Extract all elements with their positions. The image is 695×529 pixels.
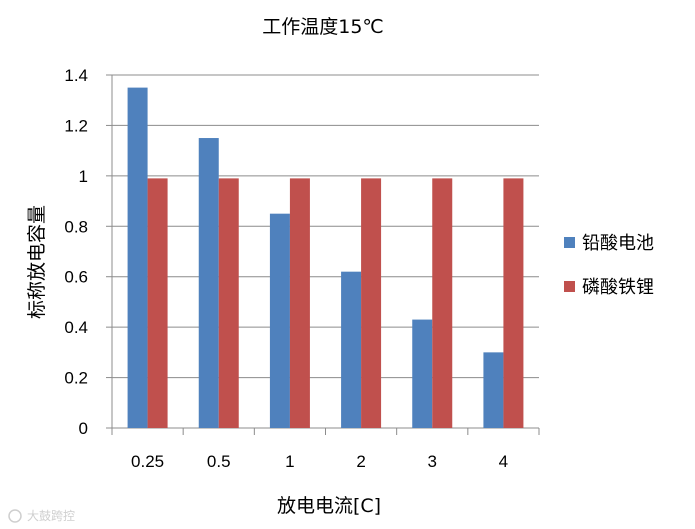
x-axis: 0.25 0.5 1 2 3 4 [111, 427, 540, 471]
legend-label-series-2: 磷酸铁锂 [582, 277, 654, 298]
bar-series-2-4 [503, 178, 524, 428]
y-tick-label: 0.4 [64, 318, 88, 337]
watermark-text: 大鼓跨控 [27, 509, 75, 523]
x-tick-label: 3 [428, 452, 437, 471]
y-axis: 0 0.2 0.4 0.6 0.8 1 1.2 1.4 [64, 66, 113, 438]
y-tick-label: 0.8 [64, 217, 88, 236]
y-tick-label: 0 [79, 419, 88, 438]
bar-series-2-0.5 [218, 178, 239, 428]
legend-swatch-series-1 [564, 237, 575, 248]
y-tick-label: 0.2 [64, 369, 88, 388]
y-tick-label: 1.4 [64, 66, 88, 85]
x-tick-label: 0.5 [207, 452, 231, 471]
gridlines [112, 74, 539, 379]
y-tick-label: 1.2 [64, 116, 88, 135]
bar-series-1-0.25 [127, 87, 148, 428]
watermark: 大鼓跨控 [8, 509, 75, 523]
bar-series-1-4 [483, 352, 504, 428]
watermark-logo-icon [8, 509, 22, 523]
x-tick-label: 0.25 [131, 452, 164, 471]
bar-series-1-3 [412, 319, 433, 428]
x-tick-label: 1 [285, 452, 294, 471]
legend-label-series-1: 铅酸电池 [582, 233, 654, 254]
bars [127, 87, 524, 429]
bar-series-2-1 [289, 178, 310, 428]
x-axis-title: 放电电流[C] [277, 495, 381, 517]
legend: 铅酸电池 磷酸铁锂 [564, 233, 654, 298]
chart-title: 工作温度15℃ [262, 16, 384, 38]
bar-series-1-1 [269, 213, 290, 428]
x-tick-label: 2 [356, 452, 365, 471]
bar-series-2-2 [361, 178, 382, 428]
bar-series-2-3 [432, 178, 453, 428]
bar-series-1-2 [341, 271, 362, 428]
y-axis-title: 标称放电容量 [26, 205, 48, 319]
legend-swatch-series-2 [564, 281, 575, 292]
x-tick-label: 4 [499, 452, 508, 471]
bar-series-1-0.5 [198, 138, 219, 429]
y-tick-label: 0.6 [64, 268, 88, 287]
y-tick-label: 1 [79, 167, 88, 186]
bar-series-2-0.25 [147, 178, 168, 428]
